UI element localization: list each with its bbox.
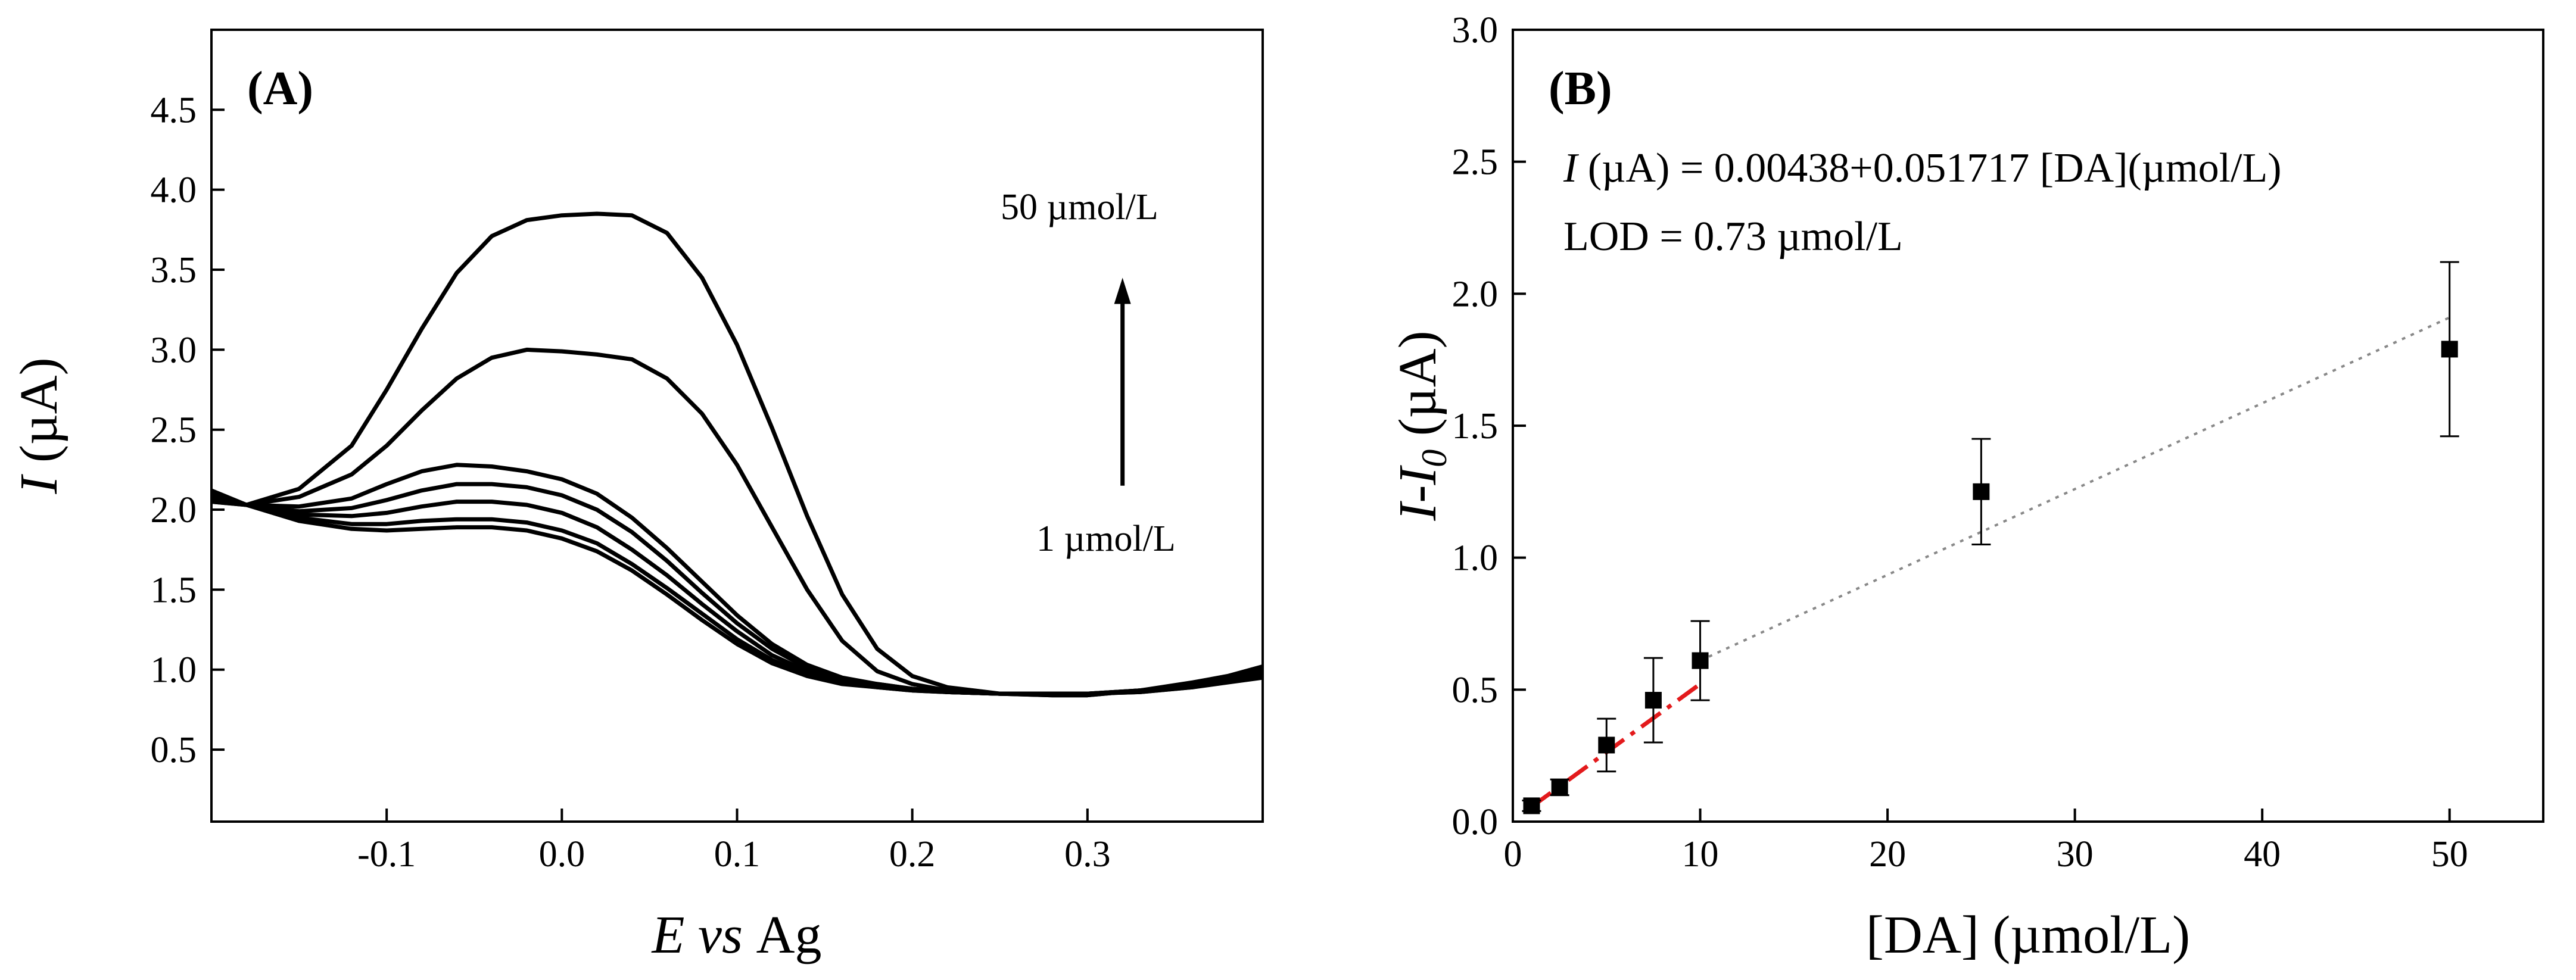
panel-b-y-tick-label: 0.5 xyxy=(1452,670,1499,710)
point-marker xyxy=(1598,736,1615,754)
data-point xyxy=(2440,261,2459,438)
panel-b-y-axis-subscript: 0 xyxy=(1415,450,1454,467)
panel-a-x-axis-variable: E xyxy=(651,906,685,965)
panel-a-x-axis: -0.1 0.0 0.1 0.2 0.3 xyxy=(357,809,1111,875)
panel-a-x-tick-label: 0.2 xyxy=(889,834,936,875)
data-point xyxy=(1597,717,1616,773)
panel-b-y-tick-label: 1.5 xyxy=(1452,406,1499,447)
concentration-arrow xyxy=(1114,277,1131,486)
data-point xyxy=(1550,778,1569,797)
regression-equation: I (µA) = 0.00438+0.051717 [DA](µmol/L) xyxy=(1563,145,2282,191)
series-line xyxy=(211,211,1263,698)
panel-a-y-tick-label: 2.5 xyxy=(151,410,197,451)
panel-a-y-tick-label: 3.0 xyxy=(151,330,197,370)
series-line xyxy=(211,463,1263,696)
trend-line xyxy=(1699,316,2450,662)
panel-a: -0.1 0.0 0.1 0.2 0.3 0.5 1.0 1.5 2.0 2.5 3.0 3.5 4.… xyxy=(10,29,1264,965)
panel-b-x-axis-title: [DA] (µmol/L) xyxy=(1866,906,2190,965)
panel-b-y-tick-label: 2.5 xyxy=(1452,142,1499,183)
data-point xyxy=(1971,438,1991,545)
point-marker xyxy=(1523,797,1540,814)
panel-b-x-tick-label: 20 xyxy=(1869,834,1906,875)
panel-a-y-axis-title: I (µA) xyxy=(10,357,68,494)
lod-text: LOD = 0.73 µmol/L xyxy=(1563,214,1903,260)
panel-b-trend xyxy=(1699,316,2450,662)
panel-b-y-tick-label: 2.0 xyxy=(1452,274,1499,314)
panel-a-y-tick-label: 1.5 xyxy=(151,570,197,610)
panel-b-x-tick-label: 50 xyxy=(2431,834,2468,875)
panel-a-y-tick-label: 1.0 xyxy=(151,650,197,691)
panel-b-x-tick-label: 0 xyxy=(1504,834,1522,875)
panel-b-x-tick-label: 30 xyxy=(2057,834,2094,875)
panel-a-label: (A) xyxy=(247,63,313,115)
panel-a-y-tick-label: 4.0 xyxy=(151,170,197,211)
point-marker xyxy=(1692,652,1709,669)
panel-a-x-axis-vs: vs xyxy=(685,906,756,965)
panel-a-y-axis-variable: I xyxy=(10,474,68,495)
panel-a-y-tick-label: 2.0 xyxy=(151,490,197,530)
point-marker xyxy=(2441,341,2458,358)
panel-b-y-axis: 0.0 0.5 1.0 1.5 2.0 2.5 3.0 xyxy=(1452,10,1526,842)
panel-b-y-tick-label: 3.0 xyxy=(1452,10,1499,51)
point-marker xyxy=(1973,483,1990,500)
panel-a-x-axis-title: E vs Ag xyxy=(651,906,822,965)
panel-a-y-tick-label: 0.5 xyxy=(151,730,197,770)
panel-a-x-tick-label: 0.1 xyxy=(714,834,761,875)
data-point xyxy=(1690,620,1710,701)
annotation-1-umol: 1 µmol/L xyxy=(1036,519,1176,559)
point-marker xyxy=(1644,692,1662,709)
panel-b-y-tick-label: 1.0 xyxy=(1452,538,1499,579)
equation-text: (µA) = 0.00438+0.051717 [DA](µmol/L) xyxy=(1577,145,2281,191)
panel-a-y-axis: 0.5 1.0 1.5 2.0 2.5 3.0 3.5 4.0 4.5 xyxy=(151,90,225,770)
data-point xyxy=(1643,657,1663,744)
panel-a-y-tick-label: 3.5 xyxy=(151,250,197,291)
panel-b: 0 10 20 30 40 50 0.0 0.5 1.0 1.5 2.0 2.5 3.0 (B) I … xyxy=(1388,10,2544,965)
panel-b-x-tick-label: 40 xyxy=(2244,834,2281,875)
panel-a-y-axis-unit: (µA) xyxy=(10,357,68,476)
point-marker xyxy=(1551,779,1568,796)
panel-a-x-axis-reference: Ag xyxy=(756,906,821,965)
panel-b-y-axis-title: I-I0 (µA) xyxy=(1388,330,1454,521)
panel-b-points xyxy=(1522,261,2459,814)
panel-a-y-tick-label: 4.5 xyxy=(151,90,197,130)
equation-variable: I xyxy=(1563,145,1580,191)
panel-b-y-axis-unit: (µA) xyxy=(1388,330,1447,449)
panel-a-x-tick-label: -0.1 xyxy=(357,834,416,875)
panel-a-plot-frame xyxy=(210,29,1264,823)
panel-a-x-tick-label: 0.3 xyxy=(1064,834,1111,875)
panel-a-x-tick-label: 0.0 xyxy=(539,834,585,875)
panel-b-y-tick-label: 0.0 xyxy=(1452,802,1499,842)
data-point xyxy=(1522,797,1541,814)
panel-b-label: (B) xyxy=(1549,63,1612,115)
panel-b-x-axis: 0 10 20 30 40 50 xyxy=(1504,809,2468,875)
arrow-head xyxy=(1114,277,1131,304)
annotation-50-umol: 50 µmol/L xyxy=(1001,187,1158,227)
panel-b-x-tick-label: 10 xyxy=(1682,834,1719,875)
panel-b-y-axis-variable: I-I xyxy=(1388,465,1447,522)
panel-a-curves xyxy=(210,211,1263,698)
